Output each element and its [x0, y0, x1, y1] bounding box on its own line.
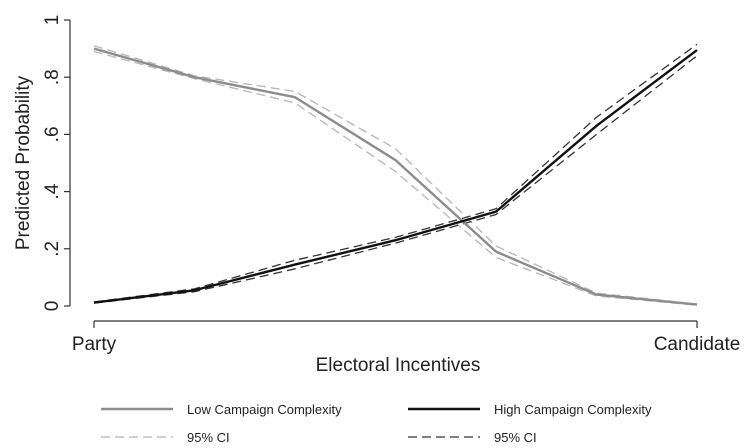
x-tick-label: Party — [72, 334, 117, 355]
legend-label: High Campaign Complexity — [494, 402, 652, 417]
series-line-high_ci_lower — [93, 55, 698, 304]
legend-label: 95% CI — [494, 430, 537, 445]
series-line-high — [93, 49, 698, 304]
chart-legend: Low Campaign Complexity High Campaign Com… — [101, 402, 652, 445]
y-tick-label: 1 — [42, 15, 63, 26]
y-axis-title: Predicted Probability — [13, 75, 34, 250]
y-tick-label: .6 — [42, 126, 63, 142]
series-line-low_ci_upper — [93, 45, 698, 305]
y-tick-label: .4 — [42, 183, 63, 199]
chart-series — [93, 43, 698, 306]
x-axis-title: Electoral Incentives — [316, 355, 481, 376]
x-tick-label: Candidate — [654, 334, 741, 355]
series-line-low_ci_lower — [93, 50, 698, 306]
legend-label: Low Campaign Complexity — [187, 402, 342, 417]
y-tick-label: .2 — [42, 241, 63, 257]
legend-label: 95% CI — [187, 430, 230, 445]
series-line-high_ci_upper — [93, 43, 698, 303]
y-tick-label: .8 — [42, 69, 63, 85]
series-line-low — [93, 47, 698, 306]
y-tick-label: 0 — [42, 301, 63, 312]
chart-labels: Predicted Probability Electoral Incentiv… — [13, 75, 480, 376]
chart-axes: 0 .2 .4 .6 .8 1 Party Candidate — [42, 15, 740, 355]
